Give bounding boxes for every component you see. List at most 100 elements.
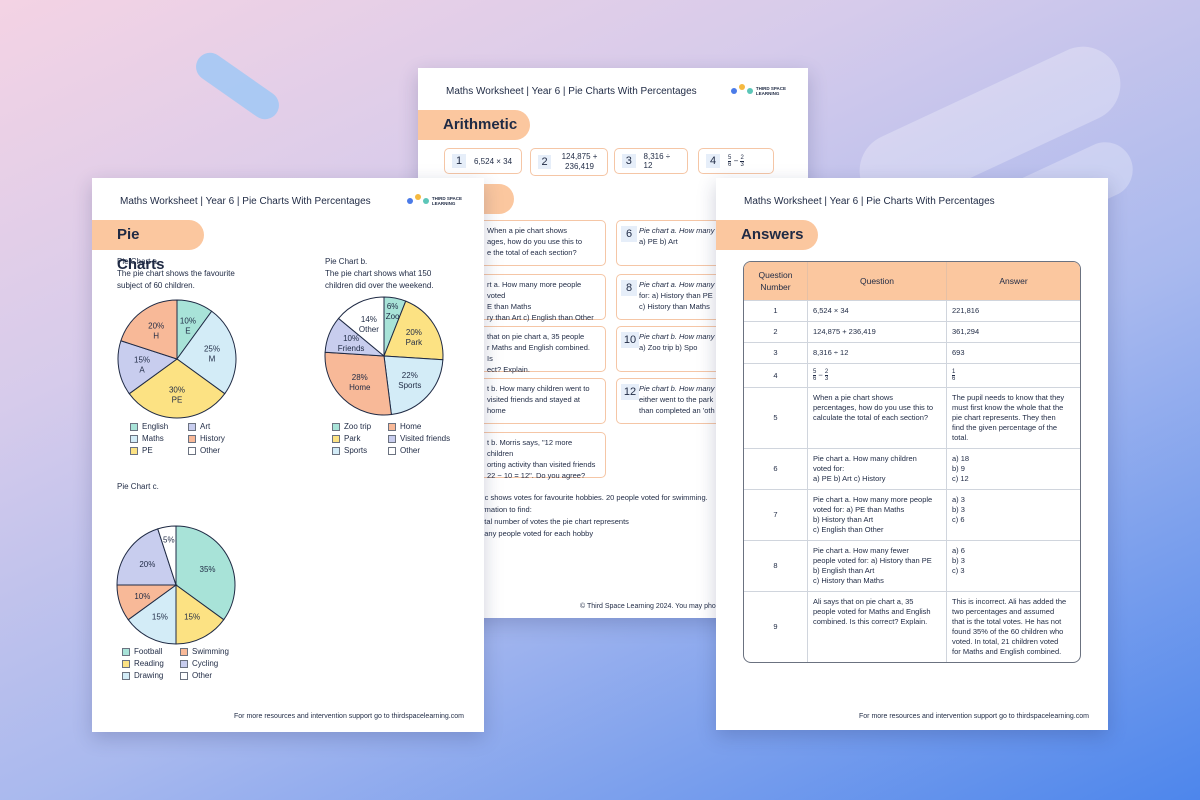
legend-item: Maths [130,434,180,443]
pie-slice-maths [176,310,237,395]
chart-c-caption: Pie Chart c. [117,482,159,491]
legend-label: Park [344,434,361,443]
footer-text: For more resources and intervention supp… [859,713,1089,720]
pie-sublabel: PE [172,395,183,404]
copyright-text: © Third Space Learning 2024. You may pho [580,603,716,610]
legend-item: Swimming [180,647,230,656]
footer-text: For more resources and intervention supp… [234,713,464,720]
pie-label: 22% [402,371,418,380]
legend-label: Home [400,422,422,431]
chart-b-caption: Pie Chart b. The pie chart shows what 15… [325,257,434,290]
legend-label: Swimming [192,647,229,656]
question-11: t b. How many children went to visited fr… [478,378,606,424]
pie-slice-football [175,525,236,621]
answer-cell: The pupil needs to know that they must fi… [947,387,1080,448]
answer-cell: a) 18 b) 9 c) 12 [947,448,1080,489]
pie-label: 28% [352,373,368,382]
question-cell: When a pie chart shows percentages, how d… [808,387,947,448]
pie-label: 6% [387,302,399,311]
question-number-cell: 7 [744,489,808,540]
pie-label: 10% [180,316,196,325]
legend-item: Visited friends [388,434,454,443]
legend-swatch [130,434,138,443]
worksheet-header: Maths Worksheet | Year 6 | Pie Charts Wi… [120,196,371,207]
col-question: Question [808,262,947,300]
legend-label: Other [192,671,213,680]
pie-slice-other [337,296,385,358]
legend-item: English [130,422,180,431]
legend-item: Reading [122,659,172,668]
legend-swatch [188,434,196,443]
pie-sublabel: Other [359,325,379,334]
pie-sublabel: E [185,326,190,335]
legend-swatch [388,446,396,455]
question-number-cell: 1 [744,300,808,321]
legend-label: Reading [134,659,164,668]
answer-cell: 221,816 [947,300,1080,321]
answers-table: Question Number Question Answer 1 6,524 ×… [743,261,1081,663]
question-12: 12 Pie chart b. How many either went to t… [616,378,736,424]
pie-slice-reading [175,584,225,645]
legend-swatch [180,671,188,680]
legend-label: Zoo trip [344,422,372,431]
pie-chart-b: 6%Zoo 20%Park 22%Sports 28%Home 10%Friends 14… [324,296,444,416]
legend-label: Drawing [134,671,164,680]
legend-item: Football [122,647,172,656]
pie-label: 20% [139,560,155,569]
answer-cell: 693 [947,342,1080,363]
question-number-cell: 3 [744,342,808,363]
answer-row: 1 6,524 × 34 221,816 [744,300,1080,321]
pie-sublabel: Park [406,338,423,347]
pie-chart-a: 10%E 25%M 30%PE 15%A 20%H [117,299,237,419]
legend-item: Other [188,446,238,455]
pie-charts-section-title: Pie Charts [92,220,204,273]
legend-swatch [122,647,130,656]
pie-sublabel: H [153,331,159,340]
legend-item: Drawing [122,671,172,680]
worksheet-header: Maths Worksheet | Year 6 | Pie Charts Wi… [744,196,995,207]
answer-row: 9 Ali says that on pie chart a, 35 people … [744,591,1080,662]
pie-label: 30% [169,385,185,394]
pie-label: 35% [200,565,216,574]
col-question-number: Question Number [744,262,808,300]
pie-slice-home [324,351,392,416]
legend-item: History [188,434,238,443]
answer-cell: a) 6 b) 3 c) 3 [947,540,1080,591]
legend-swatch [180,659,188,668]
legend-swatch [180,647,188,656]
answer-row: 3 8,316 ÷ 12 693 [744,342,1080,363]
legend-label: Other [200,446,221,455]
question-cell: Pie chart a. How many children voted for:… [808,448,947,489]
arithmetic-section-title: Arithmetic [418,110,530,140]
pie-slice-drawing [127,584,177,645]
legend-label: Cycling [192,659,219,668]
legend-label: History [200,434,225,443]
answer-row: 8 Pie chart a. How many fewer people voted… [744,540,1080,591]
arithmetic-q1: 1 6,524 × 34 [444,148,522,174]
answer-row: 2 124,875 + 236,419 361,294 [744,321,1080,342]
question-number-cell: 6 [744,448,808,489]
question-6: 6 Pie chart a. How many a) PE b) Art [616,220,736,266]
legend-item: Zoo trip [332,422,380,431]
legend-swatch [332,434,340,443]
question-number-cell: 8 [744,540,808,591]
question-cell: 6,524 × 34 [808,300,947,321]
col-answer: Answer [947,262,1080,300]
question-number-cell: 5 [744,387,808,448]
answer-row: 7 Pie chart a. How many more people voted … [744,489,1080,540]
pie-slice-sports [383,355,444,416]
legend-swatch [332,446,340,455]
question-14: rt c shows votes for favourite hobbies. … [478,493,708,538]
question-cell: 8,316 ÷ 12 [808,342,947,363]
pie-slice-history [120,299,178,360]
legend-label: Art [200,422,211,431]
legend-item: Sports [332,446,380,455]
pie-sublabel: Sports [398,381,421,390]
answers-section-title: Answers [716,220,818,250]
legend-swatch [188,422,196,431]
pie-slice-park [383,300,444,361]
legend-swatch [388,434,396,443]
pie-label: 14% [361,315,377,324]
